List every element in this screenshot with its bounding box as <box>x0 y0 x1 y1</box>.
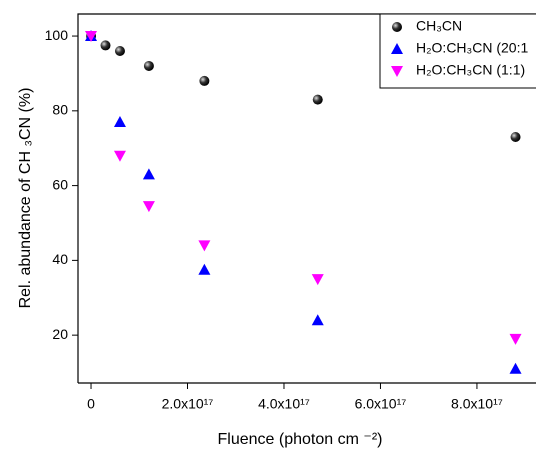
point <box>198 240 211 252</box>
y-tick-label: 60 <box>52 176 68 192</box>
y-tick-label: 40 <box>52 251 68 267</box>
x-tick-label: 2.0x10¹⁷ <box>162 396 214 412</box>
legend-label: H₂O:CH₃CN (20:1 <box>416 40 528 56</box>
point <box>100 40 111 51</box>
point <box>198 263 211 275</box>
point <box>199 75 210 86</box>
point <box>85 31 98 43</box>
legend-marker <box>392 22 402 32</box>
y-axis-label: Rel. abundance of CH ₃CN (%) <box>17 88 34 309</box>
point <box>509 362 522 374</box>
point <box>113 150 126 162</box>
legend-marker <box>391 43 403 54</box>
x-tick-label: 0 <box>87 396 95 412</box>
legend-label: CH₃CN <box>416 18 462 34</box>
point <box>143 60 154 71</box>
y-tick-label: 20 <box>52 326 68 342</box>
point <box>113 116 126 128</box>
point <box>114 46 125 57</box>
point <box>311 274 324 286</box>
point <box>142 201 155 213</box>
x-axis-label: Fluence (photon cm ⁻²) <box>218 431 383 448</box>
y-tick-label: 100 <box>45 27 69 43</box>
legend-box <box>379 13 536 89</box>
legend-label: H₂O:CH₃CN (1:1) <box>416 62 525 78</box>
legend-marker <box>391 66 403 77</box>
point <box>510 132 521 142</box>
x-tick-label: 6.0x10¹⁷ <box>355 396 407 412</box>
x-tick-label: 4.0x10¹⁷ <box>258 396 310 412</box>
y-tick-label: 80 <box>52 102 68 118</box>
point <box>142 168 155 180</box>
point <box>311 314 324 326</box>
x-tick-label: 8.0x10¹⁷ <box>451 396 503 412</box>
point <box>312 94 323 105</box>
point <box>509 333 522 345</box>
